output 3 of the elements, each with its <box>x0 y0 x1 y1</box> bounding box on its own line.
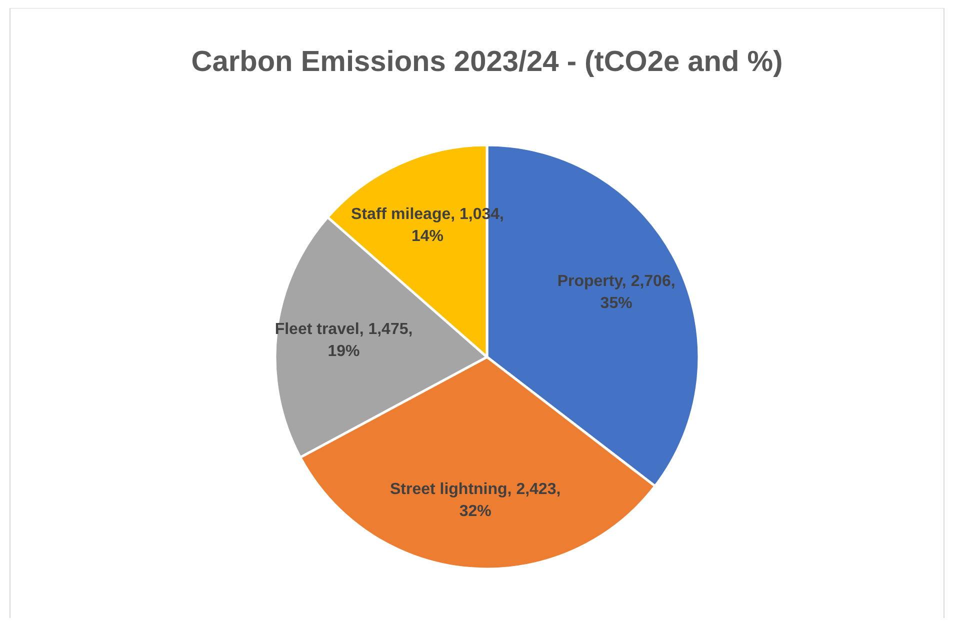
slice-label: Property, 2,706, 35% <box>556 272 676 314</box>
chart-title: Carbon Emissions 2023/24 - (tCO2e and %) <box>191 46 783 78</box>
slice-label: Street lightning, 2,423, 32% <box>388 480 562 522</box>
